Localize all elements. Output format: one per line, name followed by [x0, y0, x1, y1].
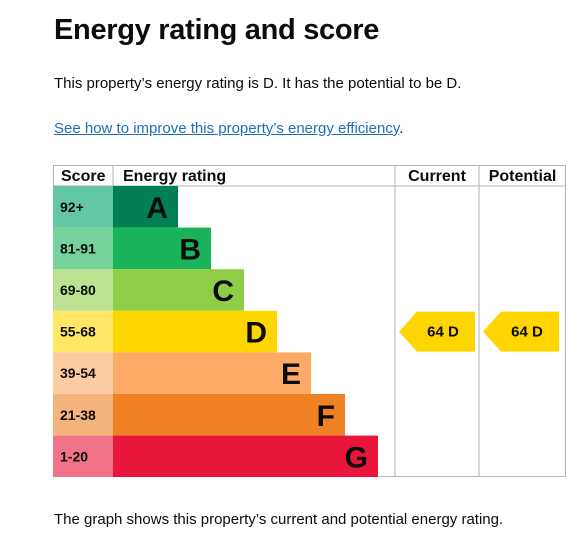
rating-bar-f [113, 394, 345, 436]
score-cell-c [53, 269, 113, 311]
rating-letter-b: B [179, 233, 201, 266]
header-current: Current [408, 168, 466, 185]
improve-efficiency-link[interactable]: See how to improve this property’s energ… [54, 120, 400, 137]
score-cell-g [53, 435, 113, 477]
rating-letter-a: A [146, 192, 168, 225]
score-cell-a [53, 186, 113, 228]
rating-letter-d: D [245, 317, 267, 350]
score-range-e: 39-54 [60, 365, 96, 381]
improve-link-line: See how to improve this property’s energ… [54, 120, 403, 137]
rating-bar-c [113, 269, 244, 311]
improve-link-suffix: . [399, 120, 404, 137]
potential-arrow [483, 311, 559, 352]
score-range-d: 55-68 [60, 324, 96, 340]
current-rating-label: 64 D [427, 324, 459, 341]
header-potential: Potential [489, 168, 557, 185]
score-range-b: 81-91 [60, 240, 96, 256]
rating-letter-g: G [345, 441, 368, 474]
header-energy-rating: Energy rating [123, 168, 226, 185]
rating-bar-a [113, 186, 178, 228]
rating-bar-b [113, 227, 211, 270]
potential-rating-label: 64 D [511, 324, 543, 341]
score-range-a: 92+ [60, 199, 84, 215]
score-cell-d [53, 310, 113, 353]
score-range-f: 21-38 [60, 407, 96, 423]
score-cell-f [53, 394, 113, 436]
score-range-g: 1-20 [60, 448, 88, 464]
rating-bar-g [113, 435, 378, 477]
rating-letter-f: F [317, 400, 335, 433]
graph-description: The graph shows this property’s current … [54, 511, 504, 528]
energy-rating-graph: Score Energy rating Current Potential 92+ A 81… [53, 165, 566, 477]
score-cell-b [53, 227, 113, 270]
rating-letter-e: E [281, 358, 301, 391]
current-arrow [399, 311, 475, 352]
rating-letter-c: C [212, 275, 234, 308]
energy-rating-chart: Score Energy rating Current Potential 92+ A 81… [53, 165, 566, 477]
rating-summary: This property’s energy rating is D. It h… [54, 75, 462, 92]
rating-bar-d [113, 310, 277, 353]
rating-bar-e [113, 352, 311, 394]
page-title: Energy rating and score [54, 14, 380, 46]
score-cell-e [53, 352, 113, 394]
header-score: Score [61, 168, 106, 185]
score-range-c: 69-80 [60, 282, 96, 298]
